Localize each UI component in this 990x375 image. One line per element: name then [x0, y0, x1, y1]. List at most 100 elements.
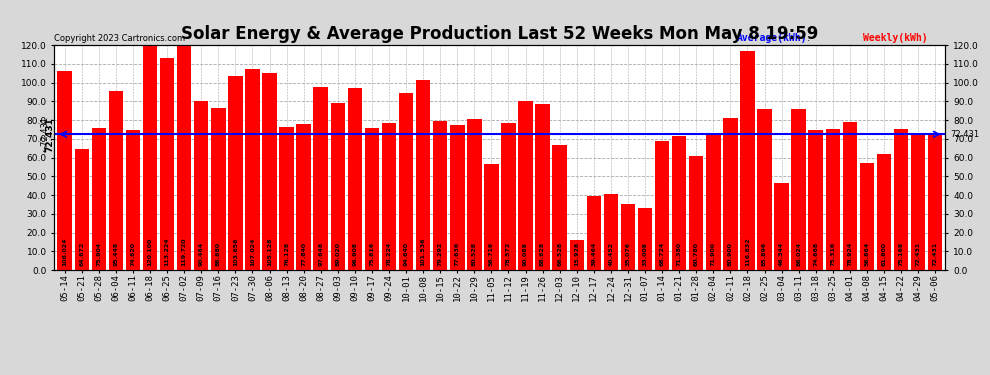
Bar [552, 146, 567, 270]
Bar [57, 71, 72, 270]
Text: 95.448: 95.448 [114, 242, 119, 266]
Bar [364, 128, 379, 270]
Bar [826, 129, 841, 270]
Text: 89.020: 89.020 [336, 242, 341, 266]
Text: ←72.431: ←72.431 [41, 116, 50, 152]
Text: 96.908: 96.908 [352, 242, 357, 266]
Bar [262, 73, 277, 270]
Bar [672, 136, 686, 270]
Bar [877, 154, 891, 270]
Text: 120.100: 120.100 [148, 238, 152, 266]
Text: 76.128: 76.128 [284, 242, 289, 266]
Text: 78.924: 78.924 [847, 242, 852, 266]
Text: 35.076: 35.076 [626, 242, 631, 266]
Text: 56.716: 56.716 [489, 242, 494, 266]
Bar [399, 93, 413, 270]
Bar [159, 58, 174, 270]
Bar [569, 240, 584, 270]
Bar [211, 108, 226, 270]
Bar [586, 196, 601, 270]
Text: 40.452: 40.452 [609, 242, 614, 266]
Text: 86.680: 86.680 [216, 242, 221, 266]
Text: 105.128: 105.128 [267, 238, 272, 266]
Bar [177, 46, 191, 270]
Text: 78.224: 78.224 [386, 242, 391, 266]
Text: 72.431: 72.431 [949, 130, 979, 139]
Bar [809, 130, 823, 270]
Bar [228, 76, 243, 270]
Text: 94.640: 94.640 [404, 242, 409, 266]
Bar [143, 45, 157, 270]
Bar [91, 128, 106, 270]
Text: 90.088: 90.088 [523, 242, 528, 266]
Bar [279, 128, 294, 270]
Bar [859, 164, 874, 270]
Bar [757, 109, 772, 270]
Text: 80.900: 80.900 [728, 242, 733, 266]
Text: 77.636: 77.636 [454, 242, 459, 266]
Bar [741, 51, 754, 270]
Text: 71.900: 71.900 [711, 242, 716, 266]
Bar [928, 134, 942, 270]
Text: 39.464: 39.464 [591, 242, 596, 266]
Text: Weekly(kWh): Weekly(kWh) [863, 33, 928, 43]
Bar [842, 122, 857, 270]
Text: 119.720: 119.720 [182, 238, 187, 266]
Bar [536, 104, 549, 270]
Bar [109, 91, 123, 270]
Text: 101.536: 101.536 [421, 238, 426, 266]
Bar [621, 204, 636, 270]
Text: 33.008: 33.008 [643, 242, 647, 266]
Text: 75.904: 75.904 [96, 242, 101, 266]
Text: 56.864: 56.864 [864, 242, 869, 266]
Bar [911, 134, 926, 270]
Text: 116.832: 116.832 [744, 238, 750, 266]
Text: 15.928: 15.928 [574, 242, 579, 266]
Text: 106.024: 106.024 [62, 238, 67, 266]
Text: 77.840: 77.840 [301, 242, 306, 266]
Text: 107.024: 107.024 [249, 238, 255, 266]
Bar [654, 141, 669, 270]
Text: 74.620: 74.620 [131, 242, 136, 266]
Text: 75.168: 75.168 [899, 242, 904, 266]
Bar [296, 124, 311, 270]
Bar [519, 101, 533, 270]
Bar [126, 130, 141, 270]
Bar [314, 87, 328, 270]
Bar [484, 164, 499, 270]
Text: 74.668: 74.668 [813, 242, 818, 266]
Text: 68.724: 68.724 [659, 242, 664, 266]
Text: 88.628: 88.628 [541, 242, 545, 266]
Text: Average(kWh): Average(kWh) [737, 33, 807, 43]
Bar [894, 129, 909, 270]
Text: 71.380: 71.380 [677, 242, 682, 266]
Bar [433, 122, 447, 270]
Text: 113.224: 113.224 [164, 238, 169, 266]
Text: 79.292: 79.292 [438, 242, 443, 266]
Text: 78.572: 78.572 [506, 242, 511, 266]
Bar [604, 194, 618, 270]
Bar [246, 69, 259, 270]
Text: 75.616: 75.616 [369, 242, 374, 266]
Bar [467, 119, 481, 270]
Bar [382, 123, 396, 270]
Text: Copyright 2023 Cartronics.com: Copyright 2023 Cartronics.com [54, 34, 185, 43]
Bar [689, 156, 704, 270]
Bar [74, 149, 89, 270]
Bar [706, 135, 721, 270]
Bar [791, 109, 806, 270]
Bar [331, 103, 346, 270]
Text: :: : [807, 33, 814, 43]
Bar [774, 183, 789, 270]
Text: 72.431: 72.431 [46, 117, 54, 152]
Bar [638, 208, 652, 270]
Text: 72.431: 72.431 [916, 242, 921, 266]
Bar [501, 123, 516, 270]
Bar [416, 80, 431, 270]
Text: 60.780: 60.780 [694, 242, 699, 266]
Text: 64.672: 64.672 [79, 242, 84, 266]
Bar [194, 100, 209, 270]
Text: 66.528: 66.528 [557, 242, 562, 266]
Text: 90.464: 90.464 [199, 242, 204, 266]
Text: 80.528: 80.528 [472, 242, 477, 266]
